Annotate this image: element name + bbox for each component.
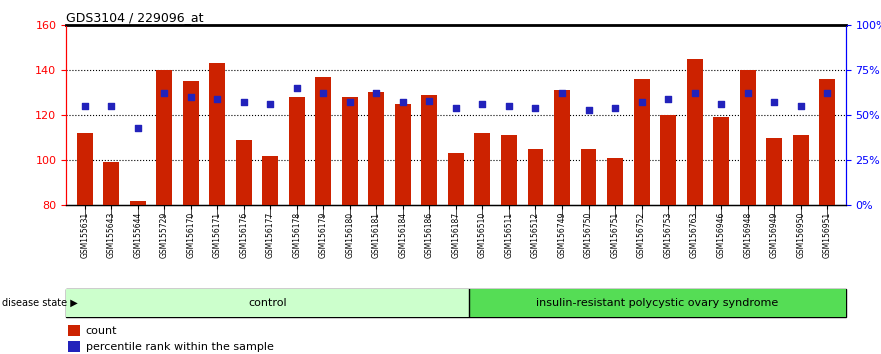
Bar — [395, 104, 411, 205]
Text: GSM156949: GSM156949 — [770, 212, 779, 258]
Bar — [554, 90, 570, 205]
Bar — [633, 79, 649, 205]
Point — [794, 103, 808, 109]
Bar — [766, 138, 782, 205]
Point — [422, 98, 436, 103]
Point — [502, 103, 516, 109]
Text: GSM156763: GSM156763 — [690, 212, 700, 258]
Text: GSM155729: GSM155729 — [159, 212, 168, 258]
Text: GSM156178: GSM156178 — [292, 212, 301, 258]
Bar — [713, 117, 729, 205]
Bar — [686, 59, 702, 205]
Text: GSM156752: GSM156752 — [637, 212, 646, 258]
Text: insulin-resistant polycystic ovary syndrome: insulin-resistant polycystic ovary syndr… — [537, 298, 779, 308]
Point — [263, 101, 278, 107]
Text: GSM156512: GSM156512 — [531, 212, 540, 258]
Bar — [156, 70, 172, 205]
Point — [157, 91, 171, 96]
Text: GSM156751: GSM156751 — [611, 212, 619, 258]
Bar — [660, 115, 676, 205]
Point — [211, 96, 225, 102]
Point — [634, 99, 648, 105]
Bar — [448, 153, 464, 205]
Text: GDS3104 / 229096_at: GDS3104 / 229096_at — [66, 11, 204, 24]
Bar — [68, 325, 80, 336]
Text: GSM156187: GSM156187 — [451, 212, 461, 258]
Point — [396, 99, 410, 105]
Bar — [528, 149, 544, 205]
Bar — [289, 97, 305, 205]
Text: GSM156511: GSM156511 — [505, 212, 514, 258]
Text: GSM156177: GSM156177 — [266, 212, 275, 258]
Point — [78, 103, 92, 109]
Point — [741, 91, 755, 96]
Point — [476, 101, 490, 107]
Text: GSM156946: GSM156946 — [716, 212, 726, 258]
Bar — [236, 140, 252, 205]
Point — [290, 85, 304, 91]
Point — [529, 105, 543, 111]
Text: GSM156510: GSM156510 — [478, 212, 487, 258]
Point — [130, 125, 144, 131]
Text: GSM155631: GSM155631 — [80, 212, 89, 258]
Bar — [182, 81, 199, 205]
Text: GSM156176: GSM156176 — [240, 212, 248, 258]
Text: GSM156179: GSM156179 — [319, 212, 328, 258]
Bar — [68, 341, 80, 353]
Bar — [793, 135, 809, 205]
Bar — [342, 97, 358, 205]
Point — [343, 99, 357, 105]
Text: GSM156186: GSM156186 — [425, 212, 434, 258]
Text: control: control — [248, 298, 287, 308]
Point — [104, 103, 118, 109]
Point — [369, 91, 383, 96]
Point — [608, 105, 622, 111]
Text: GSM156753: GSM156753 — [663, 212, 672, 258]
Text: GSM156181: GSM156181 — [372, 212, 381, 258]
Text: GSM155643: GSM155643 — [107, 212, 115, 258]
Text: GSM156184: GSM156184 — [398, 212, 407, 258]
Point — [316, 91, 330, 96]
Text: GSM156171: GSM156171 — [212, 212, 222, 258]
Bar — [103, 162, 119, 205]
Text: GSM155644: GSM155644 — [133, 212, 142, 258]
Point — [714, 101, 729, 107]
Bar — [210, 63, 226, 205]
Point — [820, 91, 834, 96]
Text: disease state ▶: disease state ▶ — [2, 298, 78, 308]
Text: GSM156950: GSM156950 — [796, 212, 805, 258]
Point — [581, 107, 596, 113]
Bar — [421, 95, 437, 205]
Bar — [263, 156, 278, 205]
Text: GSM156180: GSM156180 — [345, 212, 354, 258]
Bar — [501, 135, 517, 205]
Point — [555, 91, 569, 96]
Point — [183, 94, 197, 100]
Bar — [130, 201, 145, 205]
Point — [448, 105, 463, 111]
Text: GSM156951: GSM156951 — [823, 212, 832, 258]
Bar — [77, 133, 93, 205]
Point — [687, 91, 701, 96]
Text: GSM156948: GSM156948 — [744, 212, 752, 258]
Bar — [66, 289, 470, 317]
Text: GSM156170: GSM156170 — [186, 212, 196, 258]
Text: GSM156750: GSM156750 — [584, 212, 593, 258]
Bar — [368, 92, 384, 205]
Text: count: count — [85, 326, 117, 336]
Point — [237, 99, 251, 105]
Bar — [740, 70, 756, 205]
Bar — [315, 77, 331, 205]
Bar — [470, 289, 846, 317]
Bar — [475, 133, 491, 205]
Text: GSM156749: GSM156749 — [558, 212, 566, 258]
Bar — [607, 158, 623, 205]
Point — [767, 99, 781, 105]
Point — [661, 96, 675, 102]
Bar — [819, 79, 835, 205]
Bar — [581, 149, 596, 205]
Text: percentile rank within the sample: percentile rank within the sample — [85, 342, 273, 352]
